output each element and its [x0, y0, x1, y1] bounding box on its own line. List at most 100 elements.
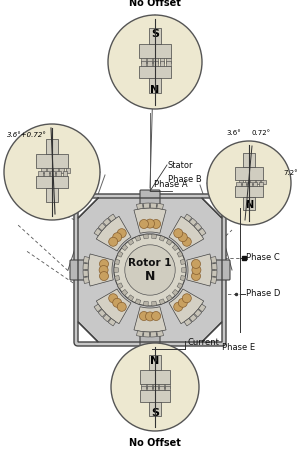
FancyBboxPatch shape — [139, 44, 171, 58]
FancyBboxPatch shape — [242, 182, 246, 186]
Circle shape — [182, 294, 191, 303]
Circle shape — [174, 302, 183, 311]
Circle shape — [117, 302, 126, 311]
Polygon shape — [187, 254, 212, 286]
Polygon shape — [211, 277, 217, 283]
Polygon shape — [180, 276, 185, 281]
FancyBboxPatch shape — [140, 370, 170, 383]
Text: Rotor 1: Rotor 1 — [128, 258, 172, 268]
Text: No Offset: No Offset — [129, 0, 181, 8]
Circle shape — [100, 272, 109, 281]
Text: S: S — [151, 408, 159, 418]
FancyBboxPatch shape — [153, 61, 158, 66]
Polygon shape — [96, 216, 131, 251]
Polygon shape — [98, 309, 106, 317]
Polygon shape — [143, 301, 148, 306]
Polygon shape — [212, 264, 217, 269]
Circle shape — [114, 234, 186, 306]
FancyBboxPatch shape — [70, 260, 86, 280]
FancyBboxPatch shape — [46, 188, 58, 202]
FancyBboxPatch shape — [149, 402, 161, 416]
Polygon shape — [184, 318, 192, 326]
FancyBboxPatch shape — [243, 153, 255, 167]
FancyBboxPatch shape — [149, 355, 161, 370]
Polygon shape — [180, 259, 185, 264]
Polygon shape — [198, 304, 206, 312]
Circle shape — [191, 260, 200, 269]
Polygon shape — [194, 223, 202, 231]
Text: 0.72°: 0.72° — [251, 130, 270, 136]
Text: 7.2°: 7.2° — [283, 170, 298, 176]
Polygon shape — [184, 214, 192, 221]
Polygon shape — [83, 256, 89, 263]
FancyBboxPatch shape — [56, 171, 61, 176]
Text: Phase C: Phase C — [246, 254, 280, 263]
Polygon shape — [152, 234, 157, 239]
Polygon shape — [202, 198, 222, 218]
Circle shape — [125, 245, 175, 295]
FancyBboxPatch shape — [46, 139, 58, 154]
Polygon shape — [134, 307, 166, 332]
FancyBboxPatch shape — [141, 58, 146, 63]
Polygon shape — [128, 295, 134, 301]
FancyBboxPatch shape — [147, 61, 152, 66]
FancyBboxPatch shape — [160, 61, 164, 66]
FancyBboxPatch shape — [165, 386, 170, 390]
FancyBboxPatch shape — [36, 154, 68, 168]
Polygon shape — [94, 228, 102, 236]
Polygon shape — [169, 289, 204, 324]
Text: Phase D: Phase D — [246, 290, 280, 299]
Text: Phase A: Phase A — [154, 180, 188, 189]
Polygon shape — [83, 277, 89, 283]
Polygon shape — [189, 314, 197, 322]
FancyBboxPatch shape — [50, 171, 55, 176]
FancyBboxPatch shape — [256, 180, 260, 184]
Circle shape — [100, 260, 109, 269]
FancyBboxPatch shape — [66, 168, 70, 173]
Circle shape — [140, 220, 148, 229]
FancyBboxPatch shape — [140, 334, 160, 350]
Polygon shape — [202, 322, 222, 342]
Polygon shape — [143, 203, 150, 208]
FancyBboxPatch shape — [147, 386, 152, 390]
FancyBboxPatch shape — [74, 194, 226, 346]
Text: N: N — [150, 85, 160, 95]
FancyBboxPatch shape — [235, 186, 263, 198]
Polygon shape — [159, 236, 165, 241]
Circle shape — [178, 233, 187, 242]
FancyBboxPatch shape — [141, 383, 146, 388]
FancyBboxPatch shape — [244, 180, 249, 184]
FancyBboxPatch shape — [236, 182, 241, 186]
FancyBboxPatch shape — [235, 167, 263, 180]
FancyBboxPatch shape — [253, 182, 257, 186]
Polygon shape — [108, 214, 116, 221]
FancyBboxPatch shape — [44, 171, 49, 176]
FancyBboxPatch shape — [149, 78, 161, 92]
FancyBboxPatch shape — [166, 58, 171, 63]
Polygon shape — [150, 332, 157, 337]
FancyBboxPatch shape — [141, 61, 146, 66]
FancyBboxPatch shape — [36, 176, 68, 188]
Polygon shape — [96, 289, 131, 324]
FancyBboxPatch shape — [214, 260, 230, 280]
Circle shape — [192, 265, 201, 274]
Polygon shape — [88, 254, 113, 286]
Circle shape — [207, 141, 291, 225]
Circle shape — [111, 343, 199, 431]
FancyBboxPatch shape — [261, 180, 266, 184]
FancyBboxPatch shape — [243, 198, 255, 210]
Polygon shape — [108, 318, 116, 326]
Polygon shape — [83, 264, 88, 269]
Polygon shape — [157, 203, 164, 209]
FancyBboxPatch shape — [63, 171, 68, 176]
Polygon shape — [159, 299, 165, 304]
Polygon shape — [143, 332, 150, 337]
Polygon shape — [115, 276, 120, 281]
Polygon shape — [115, 259, 120, 264]
Circle shape — [152, 220, 160, 229]
FancyBboxPatch shape — [239, 180, 243, 184]
Text: 3.6°+0.72°: 3.6°+0.72° — [7, 132, 47, 138]
Circle shape — [152, 312, 160, 321]
Polygon shape — [194, 309, 202, 317]
Polygon shape — [169, 216, 204, 251]
